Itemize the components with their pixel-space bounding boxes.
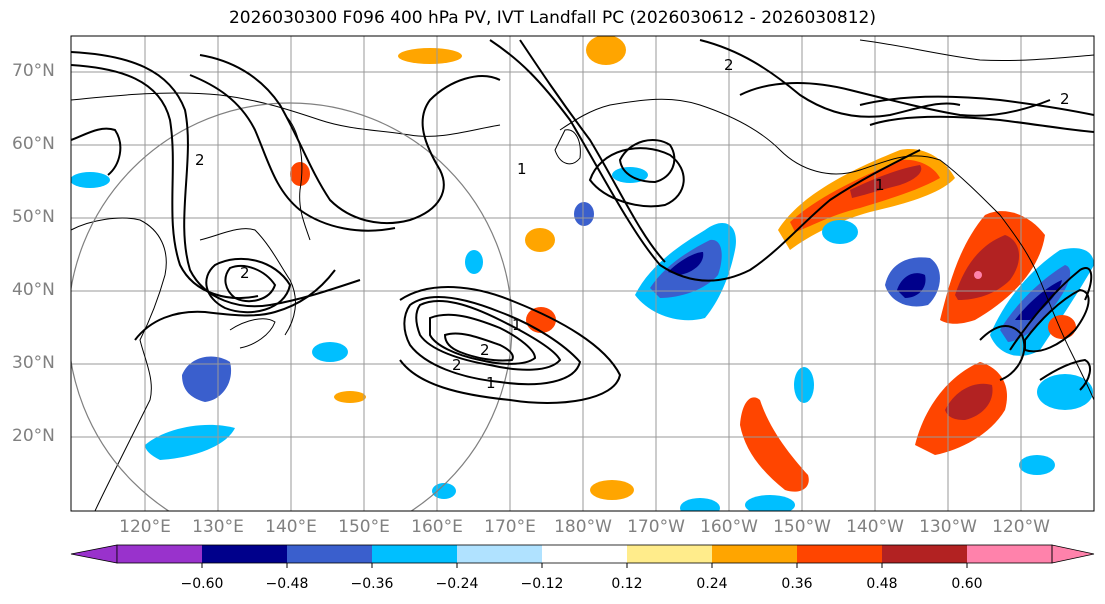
colorbar-tick-5: −0.12 [520,576,564,592]
lon-label-150e: 150°E [338,517,390,537]
positive-anomaly-blob-a [526,307,556,333]
negative-anomaly-blob-h [822,220,858,244]
colorbar-tick-3: −0.36 [350,576,394,592]
lat-label-50n: 50°N [12,207,55,227]
negative-anomaly-philippine-sea [145,424,235,460]
lon-label-140e: 140°E [265,517,317,537]
pv-label-4: 2 [724,56,734,74]
negative-anomaly-blob-k [574,202,594,226]
lon-label-140w: 140°W [846,517,904,537]
negative-anomaly-blob-b [465,250,483,274]
colorbar-tick-2: −0.48 [265,576,309,592]
positive-anomaly-blob-f [334,391,366,403]
lat-label-40n: 40°N [12,280,55,300]
colorbar-tick-7: 0.24 [696,576,728,592]
graticule [71,36,1094,511]
colorbar-segment-10 [882,545,967,563]
lat-label-30n: 30°N [12,353,55,373]
colorbar-tick-10: 0.60 [951,576,983,592]
range-circle [71,102,513,511]
negative-anomaly-blob-e [1019,455,1055,475]
colorbar-segment-8 [712,545,797,563]
pc-label-1: 1 [512,316,522,334]
positive-anomaly-subtropics-east-core [945,383,993,420]
negative-anomaly-blob-f [1037,374,1093,410]
negative-anomaly-blob-l [680,498,720,511]
colorbar-extend-high [1051,544,1095,564]
colorbar-tick-9: 0.48 [866,576,898,592]
colorbar-extend-low [70,544,118,564]
pc-label-4: 1 [517,160,527,178]
lon-label-130e: 130°E [192,517,244,537]
positive-anomaly-west-coast-max [974,271,982,279]
positive-anomaly-blob-d [398,48,462,64]
negative-anomaly-blob-d [794,367,814,403]
positive-anomaly-blob-b [525,228,555,252]
pv-contours [71,39,1094,404]
colorbar-tick-1: −0.60 [180,576,224,592]
lat-label-70n: 70°N [12,61,55,81]
lon-label-150w: 150°W [773,517,831,537]
colorbar-segment-1 [117,545,202,563]
colorbar-segment-5 [457,545,542,563]
colorbar-segment-6 [542,545,627,563]
colorbar-segment-4 [372,545,457,563]
lat-label-60n: 60°N [12,134,55,154]
negative-anomaly-blob-g [745,495,795,511]
colorbar-segment-2 [202,545,287,563]
colorbar-tick-8: 0.36 [781,576,813,592]
pc-shading [71,36,1094,511]
contour-labels: 2 2 2 2 2 2 1 1 1 1 [195,56,1070,392]
lat-label-20n: 20°N [12,426,55,446]
colorbar-segment-11 [967,545,1052,563]
positive-anomaly-west-coast-core [955,235,1020,300]
map-title: 2026030300 F096 400 hPa PV, IVT Landfall… [228,8,876,28]
colorbar-tick-4: −0.24 [435,576,479,592]
negative-anomaly-blob-c [71,172,110,188]
colorbar-tick-6: 0.12 [611,576,643,592]
pv-label-6: 2 [195,151,205,169]
positive-anomaly-blob-g [590,480,634,500]
map-frame [70,35,1095,512]
positive-anomaly-hawaii [740,397,809,492]
negative-anomaly-subtropics-east-core [897,273,926,298]
pc-label-3: 1 [875,176,885,194]
colorbar [70,544,1095,568]
negative-anomaly-blob-a [312,342,348,362]
pc-label-2: 1 [486,374,496,392]
positive-anomaly-blob-h [1048,315,1076,339]
lon-label-120w: 120°W [992,517,1050,537]
lon-label-160e: 160°E [411,517,463,537]
pv-label-1: 2 [240,264,250,282]
negative-anomaly-west-coast-max [1015,280,1062,320]
lon-label-170w: 170°W [627,517,685,537]
pv-label-2: 2 [480,341,490,359]
colorbar-border [116,544,1053,564]
negative-anomaly-blob-i [432,483,456,499]
pv-label-5: 2 [1060,90,1070,108]
lon-label-120e: 120°E [119,517,171,537]
negative-anomaly-japan [182,356,232,402]
lon-label-180w: 180°W [554,517,612,537]
colorbar-segment-9 [797,545,882,563]
pv-label-3: 2 [452,356,462,374]
coastlines [71,39,1094,511]
negative-anomaly-central-pacific-max [668,252,704,275]
positive-anomaly-blob-e [290,162,310,186]
lon-label-130w: 130°W [919,517,977,537]
colorbar-segment-7 [627,545,712,563]
positive-anomaly-blob-c [586,36,626,65]
lon-label-160w: 160°W [700,517,758,537]
colorbar-segment-3 [287,545,372,563]
lon-label-170e: 170°E [484,517,536,537]
positive-anomaly-ne-pacific-max [850,165,922,198]
